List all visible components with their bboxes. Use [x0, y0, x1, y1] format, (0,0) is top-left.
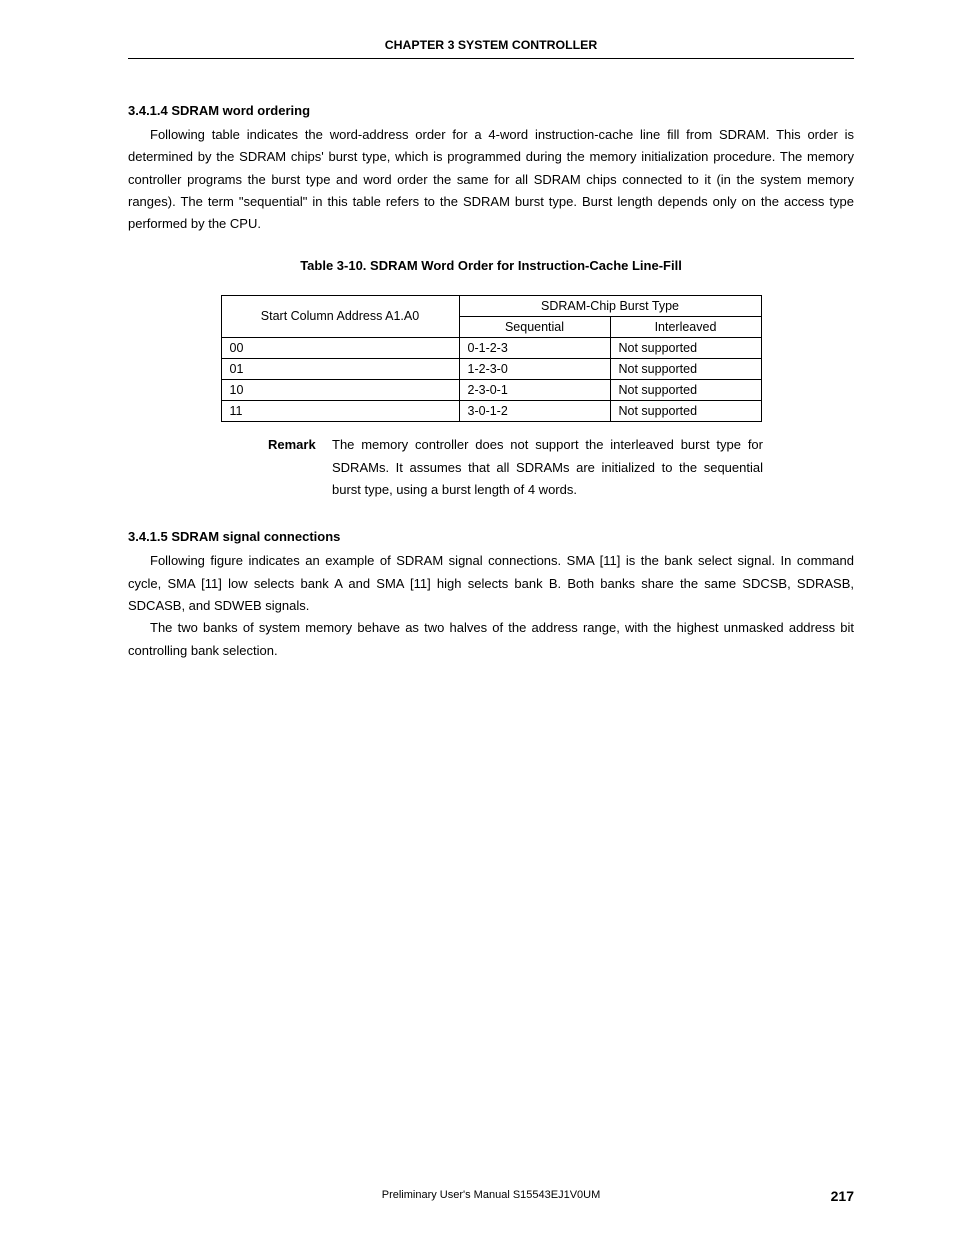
section-3414-paragraph: Following table indicates the word-addre…: [128, 124, 854, 236]
section-heading-3414: 3.4.1.4 SDRAM word ordering: [128, 103, 854, 118]
cell-addr: 10: [221, 379, 459, 400]
cell-seq: 2-3-0-1: [459, 379, 610, 400]
cell-seq: 0-1-2-3: [459, 337, 610, 358]
chapter-header: CHAPTER 3 SYSTEM CONTROLLER: [128, 38, 854, 59]
cell-addr: 11: [221, 400, 459, 421]
remark-text: The memory controller does not support t…: [332, 434, 763, 501]
cell-seq: 3-0-1-2: [459, 400, 610, 421]
table-header-addr: Start Column Address A1.A0: [221, 295, 459, 337]
remark-label: Remark: [268, 434, 328, 456]
table-row: 10 2-3-0-1 Not supported: [221, 379, 761, 400]
page-footer: Preliminary User's Manual S15543EJ1V0UM …: [128, 1189, 854, 1201]
cell-seq: 1-2-3-0: [459, 358, 610, 379]
cell-int: Not supported: [610, 379, 761, 400]
page-number: 217: [831, 1188, 854, 1204]
table-header-interleaved: Interleaved: [610, 316, 761, 337]
remark-block: Remark The memory controller does not su…: [268, 434, 763, 501]
cell-int: Not supported: [610, 358, 761, 379]
table-row: 11 3-0-1-2 Not supported: [221, 400, 761, 421]
table-header-sequential: Sequential: [459, 316, 610, 337]
table-row: 00 0-1-2-3 Not supported: [221, 337, 761, 358]
table-header-burst-type: SDRAM-Chip Burst Type: [459, 295, 761, 316]
cell-int: Not supported: [610, 337, 761, 358]
table-310: Start Column Address A1.A0 SDRAM-Chip Bu…: [221, 295, 762, 422]
cell-int: Not supported: [610, 400, 761, 421]
cell-addr: 00: [221, 337, 459, 358]
cell-addr: 01: [221, 358, 459, 379]
section-3415-paragraph-2: The two banks of system memory behave as…: [128, 617, 854, 662]
document-page: CHAPTER 3 SYSTEM CONTROLLER 3.4.1.4 SDRA…: [0, 0, 954, 1235]
table-header-row: Start Column Address A1.A0 SDRAM-Chip Bu…: [221, 295, 761, 316]
footer-text: Preliminary User's Manual S15543EJ1V0UM: [382, 1189, 601, 1201]
section-heading-3415: 3.4.1.5 SDRAM signal connections: [128, 529, 854, 544]
section-3415-paragraph-1: Following figure indicates an example of…: [128, 550, 854, 617]
table-caption-310: Table 3-10. SDRAM Word Order for Instruc…: [128, 258, 854, 273]
table-row: 01 1-2-3-0 Not supported: [221, 358, 761, 379]
